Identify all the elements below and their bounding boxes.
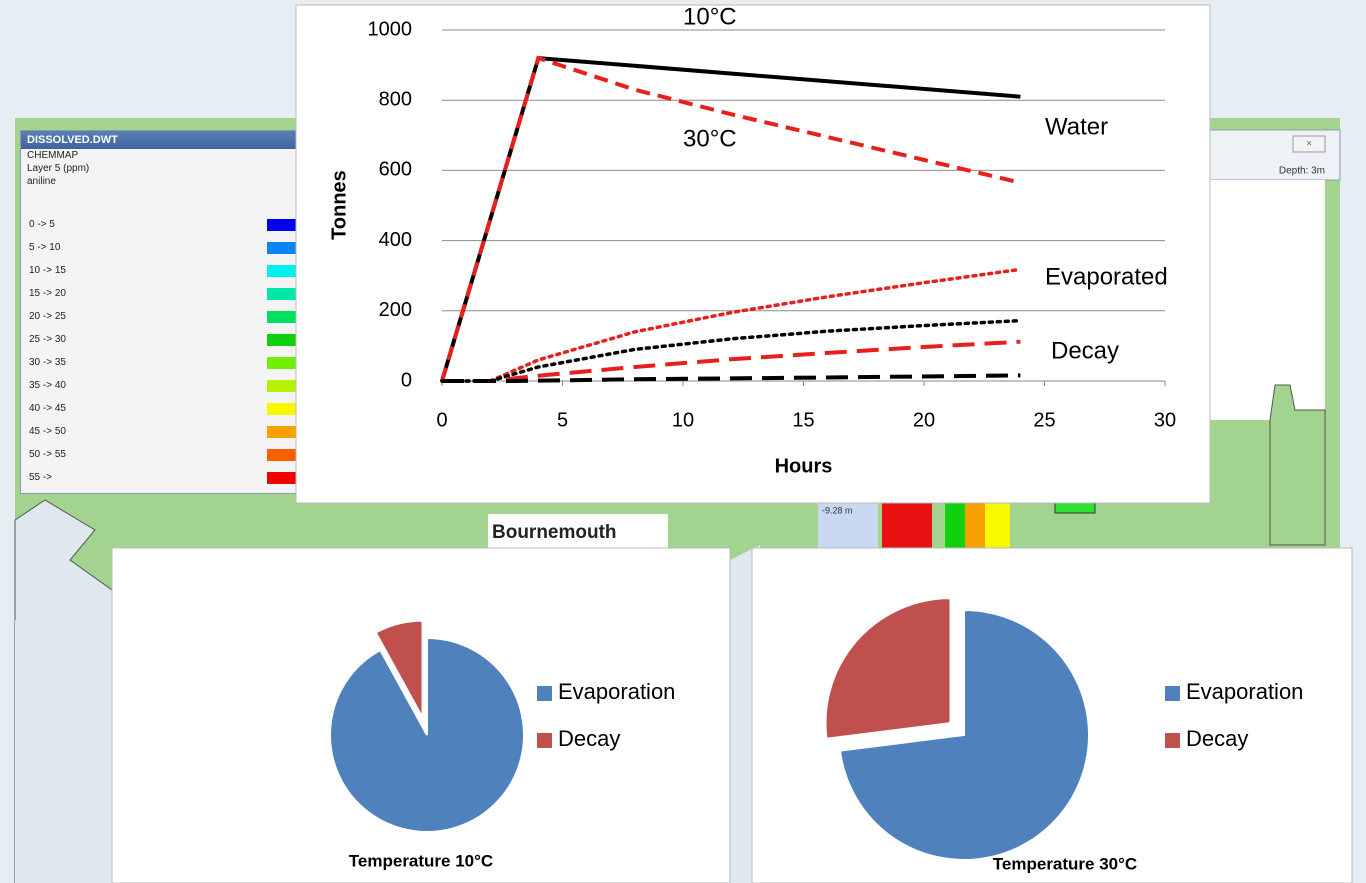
x-tick-label: 30 [1154, 409, 1176, 431]
legend-swatch [1165, 686, 1180, 701]
x-tick-label: 10 [672, 409, 694, 431]
legend-label: Decay [558, 726, 620, 751]
y-tick-label: 600 [379, 159, 412, 181]
x-tick-label: 5 [557, 409, 568, 431]
charts: 0 200 400 600 800 1000 0 5 10 15 20 25 30 Hours Tonnes… [0, 0, 1366, 883]
x-tick-label: 25 [1033, 409, 1055, 431]
annotation: 30°C [683, 125, 737, 152]
annotation: Decay [1051, 337, 1119, 364]
x-tick-label: 15 [792, 409, 814, 431]
line-chart-frame [296, 5, 1210, 503]
y-tick-label: 1000 [368, 18, 413, 40]
page: {"map": {"legend": {"title": "DISSOLVED.… [0, 0, 1366, 883]
annotation: Evaporated [1045, 263, 1168, 290]
pie-title: Temperature 30°C [993, 854, 1137, 873]
legend-swatch [537, 733, 552, 748]
x-tick-label: 20 [913, 409, 935, 431]
pie-slice [330, 638, 524, 832]
pie-title: Temperature 10°C [349, 851, 493, 870]
legend-swatch [537, 686, 552, 701]
y-tick-label: 200 [379, 299, 412, 321]
x-tick-label: 0 [436, 409, 447, 431]
legend-label: Decay [1186, 726, 1248, 751]
y-axis-title: Tonnes [328, 170, 350, 240]
y-tick-label: 0 [401, 369, 412, 391]
legend-swatch [1165, 733, 1180, 748]
x-axis-title: Hours [775, 455, 833, 477]
legend-label: Evaporation [1186, 679, 1303, 704]
annotation: 10°C [683, 3, 737, 30]
annotation: Water [1045, 113, 1108, 140]
y-tick-label: 800 [379, 88, 412, 110]
y-tick-label: 400 [379, 229, 412, 251]
legend-label: Evaporation [558, 679, 675, 704]
